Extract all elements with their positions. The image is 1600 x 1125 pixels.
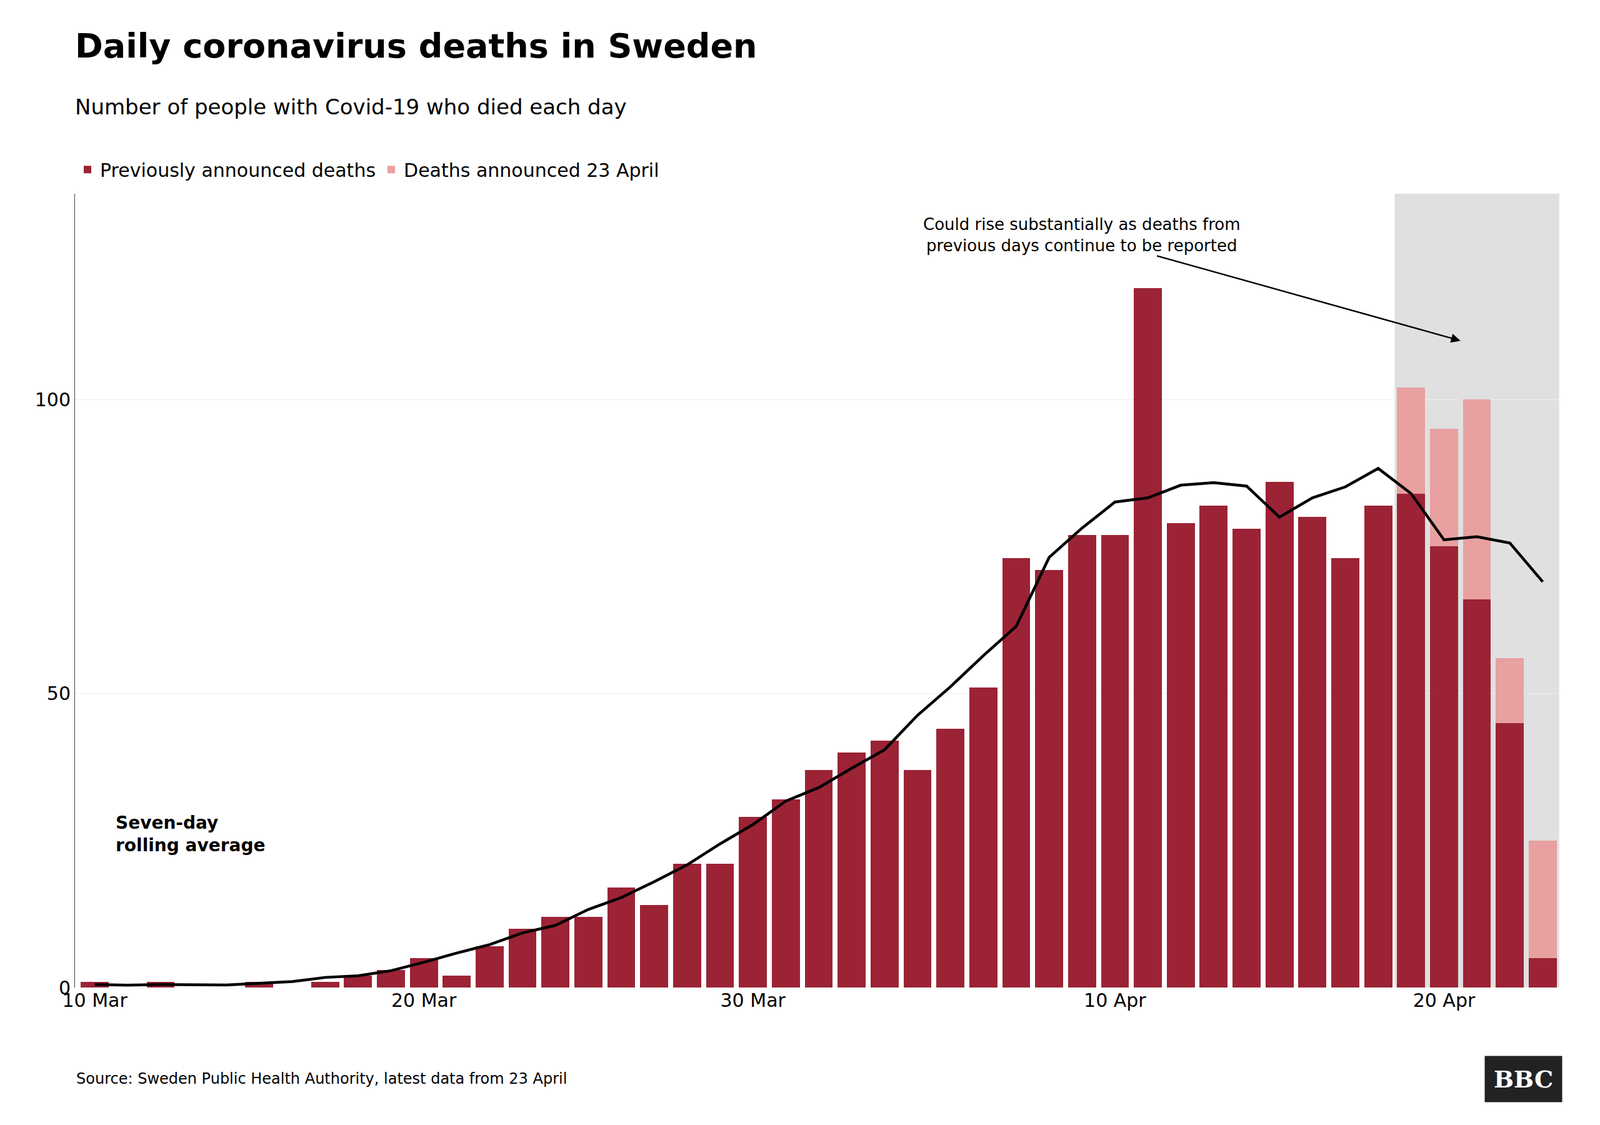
svg-text:0: 0 <box>58 976 71 999</box>
svg-text:100: 100 <box>35 388 71 411</box>
svg-text:20 Mar: 20 Mar <box>391 989 457 1012</box>
svg-text:Deaths announced 23 April: Deaths announced 23 April <box>403 159 660 182</box>
svg-text:10 Mar: 10 Mar <box>61 989 128 1012</box>
svg-text:Seven-dayrolling average: Seven-dayrolling average <box>115 812 265 856</box>
svg-text:50: 50 <box>46 682 71 705</box>
svg-text:Previously announced deaths: Previously announced deaths <box>100 159 376 182</box>
svg-text:Number of people with Covid-19: Number of people with Covid-19 who died … <box>75 94 627 120</box>
svg-text:Could rise substantially as de: Could rise substantially as deaths fromp… <box>923 215 1241 255</box>
svg-text:BBC: BBC <box>1493 1065 1554 1094</box>
svg-text:Daily coronavirus deaths in Sw: Daily coronavirus deaths in Sweden <box>75 26 758 66</box>
svg-text:20 Apr: 20 Apr <box>1413 989 1476 1012</box>
svg-text:10 Apr: 10 Apr <box>1083 989 1147 1012</box>
svg-text:Source: Sweden Public Health A: Source: Sweden Public Health Authority, … <box>76 1070 567 1088</box>
svg-text:30 Mar: 30 Mar <box>720 989 787 1012</box>
